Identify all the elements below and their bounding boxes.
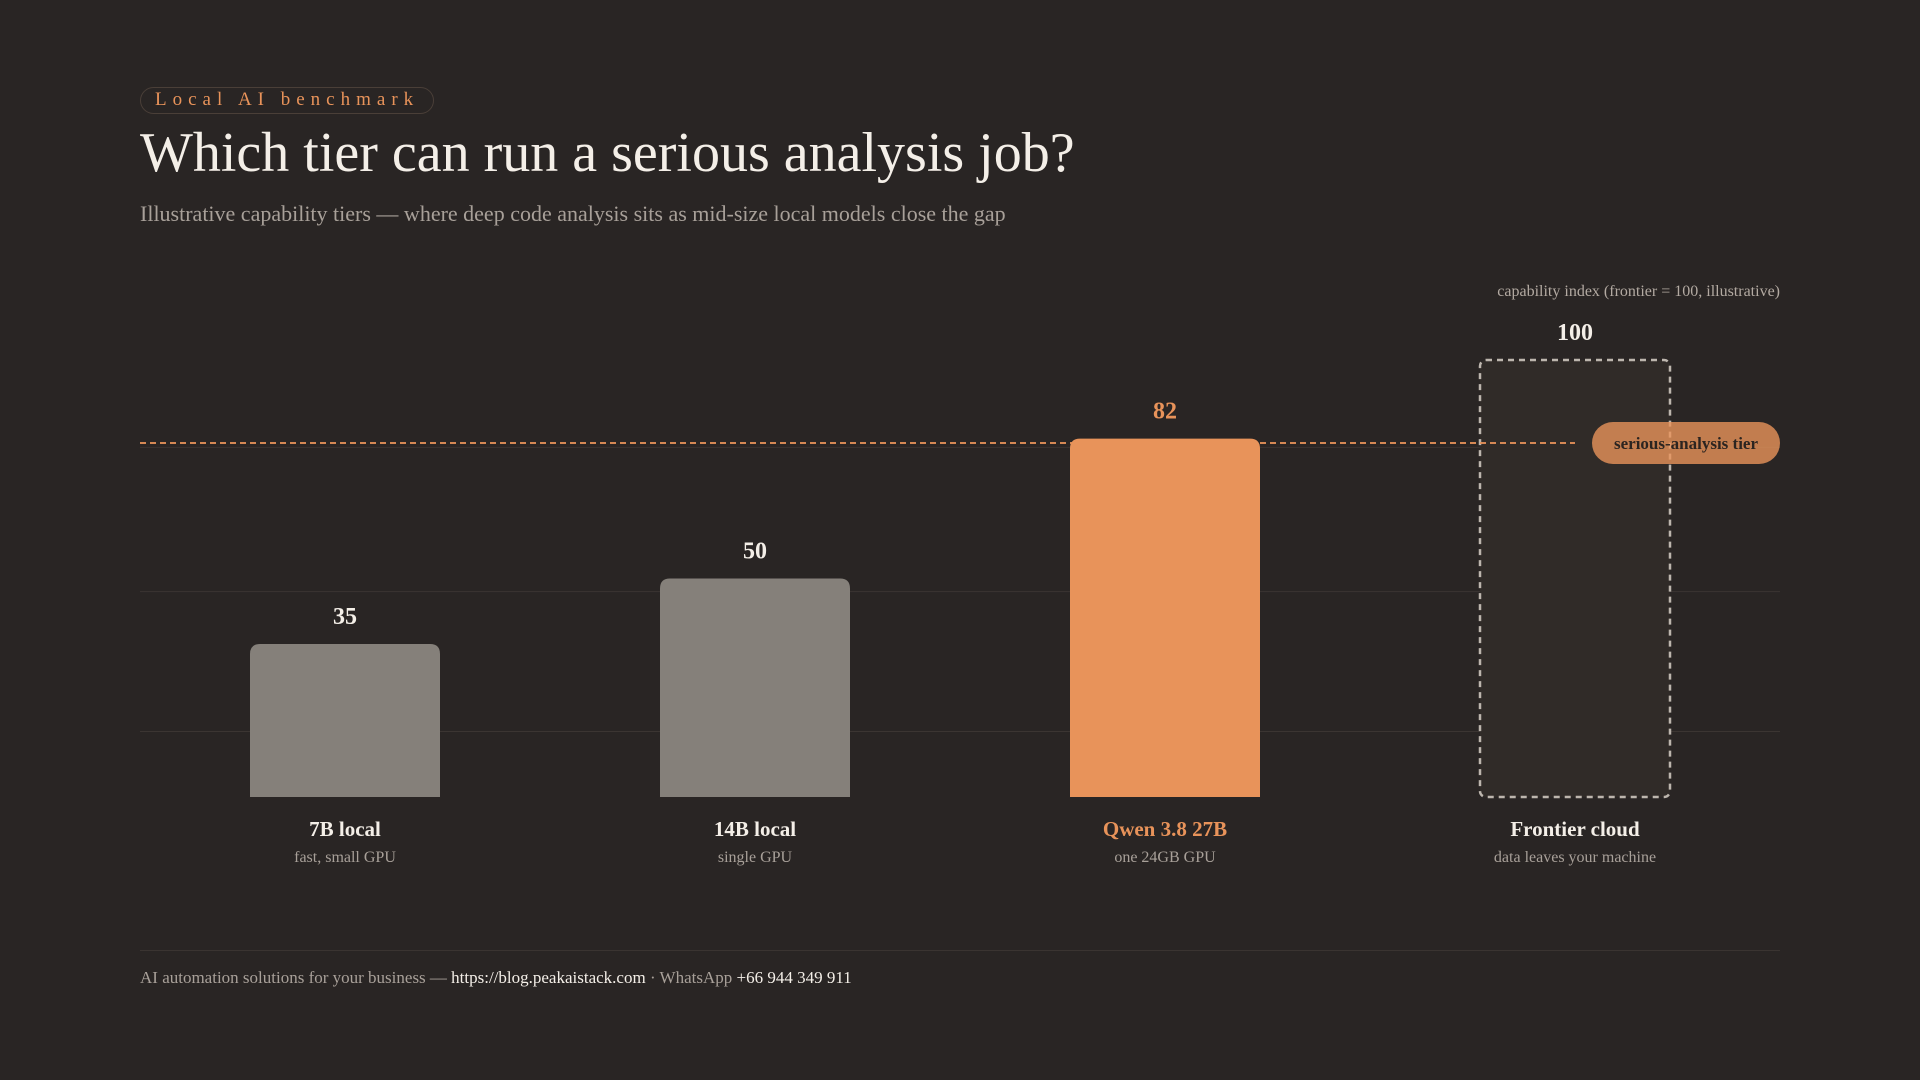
category-sublabel-7b-local: fast, small GPU: [294, 849, 396, 866]
eyebrow-badge: Local AI benchmark: [140, 87, 435, 114]
footer-divider: [140, 950, 1780, 951]
value-label-7b-local: 35: [333, 604, 357, 630]
category-label-qwen-3-8-27b: Qwen 3.8 27B: [1103, 817, 1227, 841]
category-sublabel-14b-local: single GPU: [718, 849, 793, 866]
page-title: Which tier can run a serious analysis jo…: [140, 122, 1075, 184]
footer-separator: · WhatsApp: [645, 968, 737, 987]
footer-prefix: AI automation solutions for your busines…: [140, 968, 452, 987]
value-label-frontier-cloud: 100: [1557, 320, 1593, 346]
value-label-14b-local: 50: [743, 539, 767, 565]
category-label-frontier-cloud: Frontier cloud: [1510, 817, 1640, 841]
category-sublabel-qwen-3-8-27b: one 24GB GPU: [1114, 849, 1216, 866]
bar-chart: serious-analysis tier 35 7B local fast, sm…: [140, 320, 1780, 866]
category-sublabel-frontier-cloud: data leaves your machine: [1494, 849, 1656, 866]
footer: AI automation solutions for your busines…: [140, 967, 852, 989]
bar-frontier-cloud: [1478, 358, 1672, 799]
bar-14b-local: [660, 578, 850, 797]
footer-url-link[interactable]: https://blog.peakaistack.com: [451, 968, 646, 987]
category-label-14b-local: 14B local: [714, 817, 796, 841]
category-label-7b-local: 7B local: [309, 817, 381, 841]
threshold-label: serious-analysis tier: [1614, 434, 1758, 453]
bar-7b-local: [250, 644, 440, 797]
axis-note: capability index (frontier = 100, illust…: [1497, 283, 1780, 300]
value-label-qwen-3-8-27b: 82: [1153, 399, 1177, 425]
footer-phone: +66 944 349 911: [736, 968, 852, 987]
threshold-pill: [1592, 422, 1780, 465]
page-subtitle: Illustrative capability tiers — where de…: [140, 201, 1006, 226]
bar-qwen-3-8-27b: [1070, 438, 1260, 797]
